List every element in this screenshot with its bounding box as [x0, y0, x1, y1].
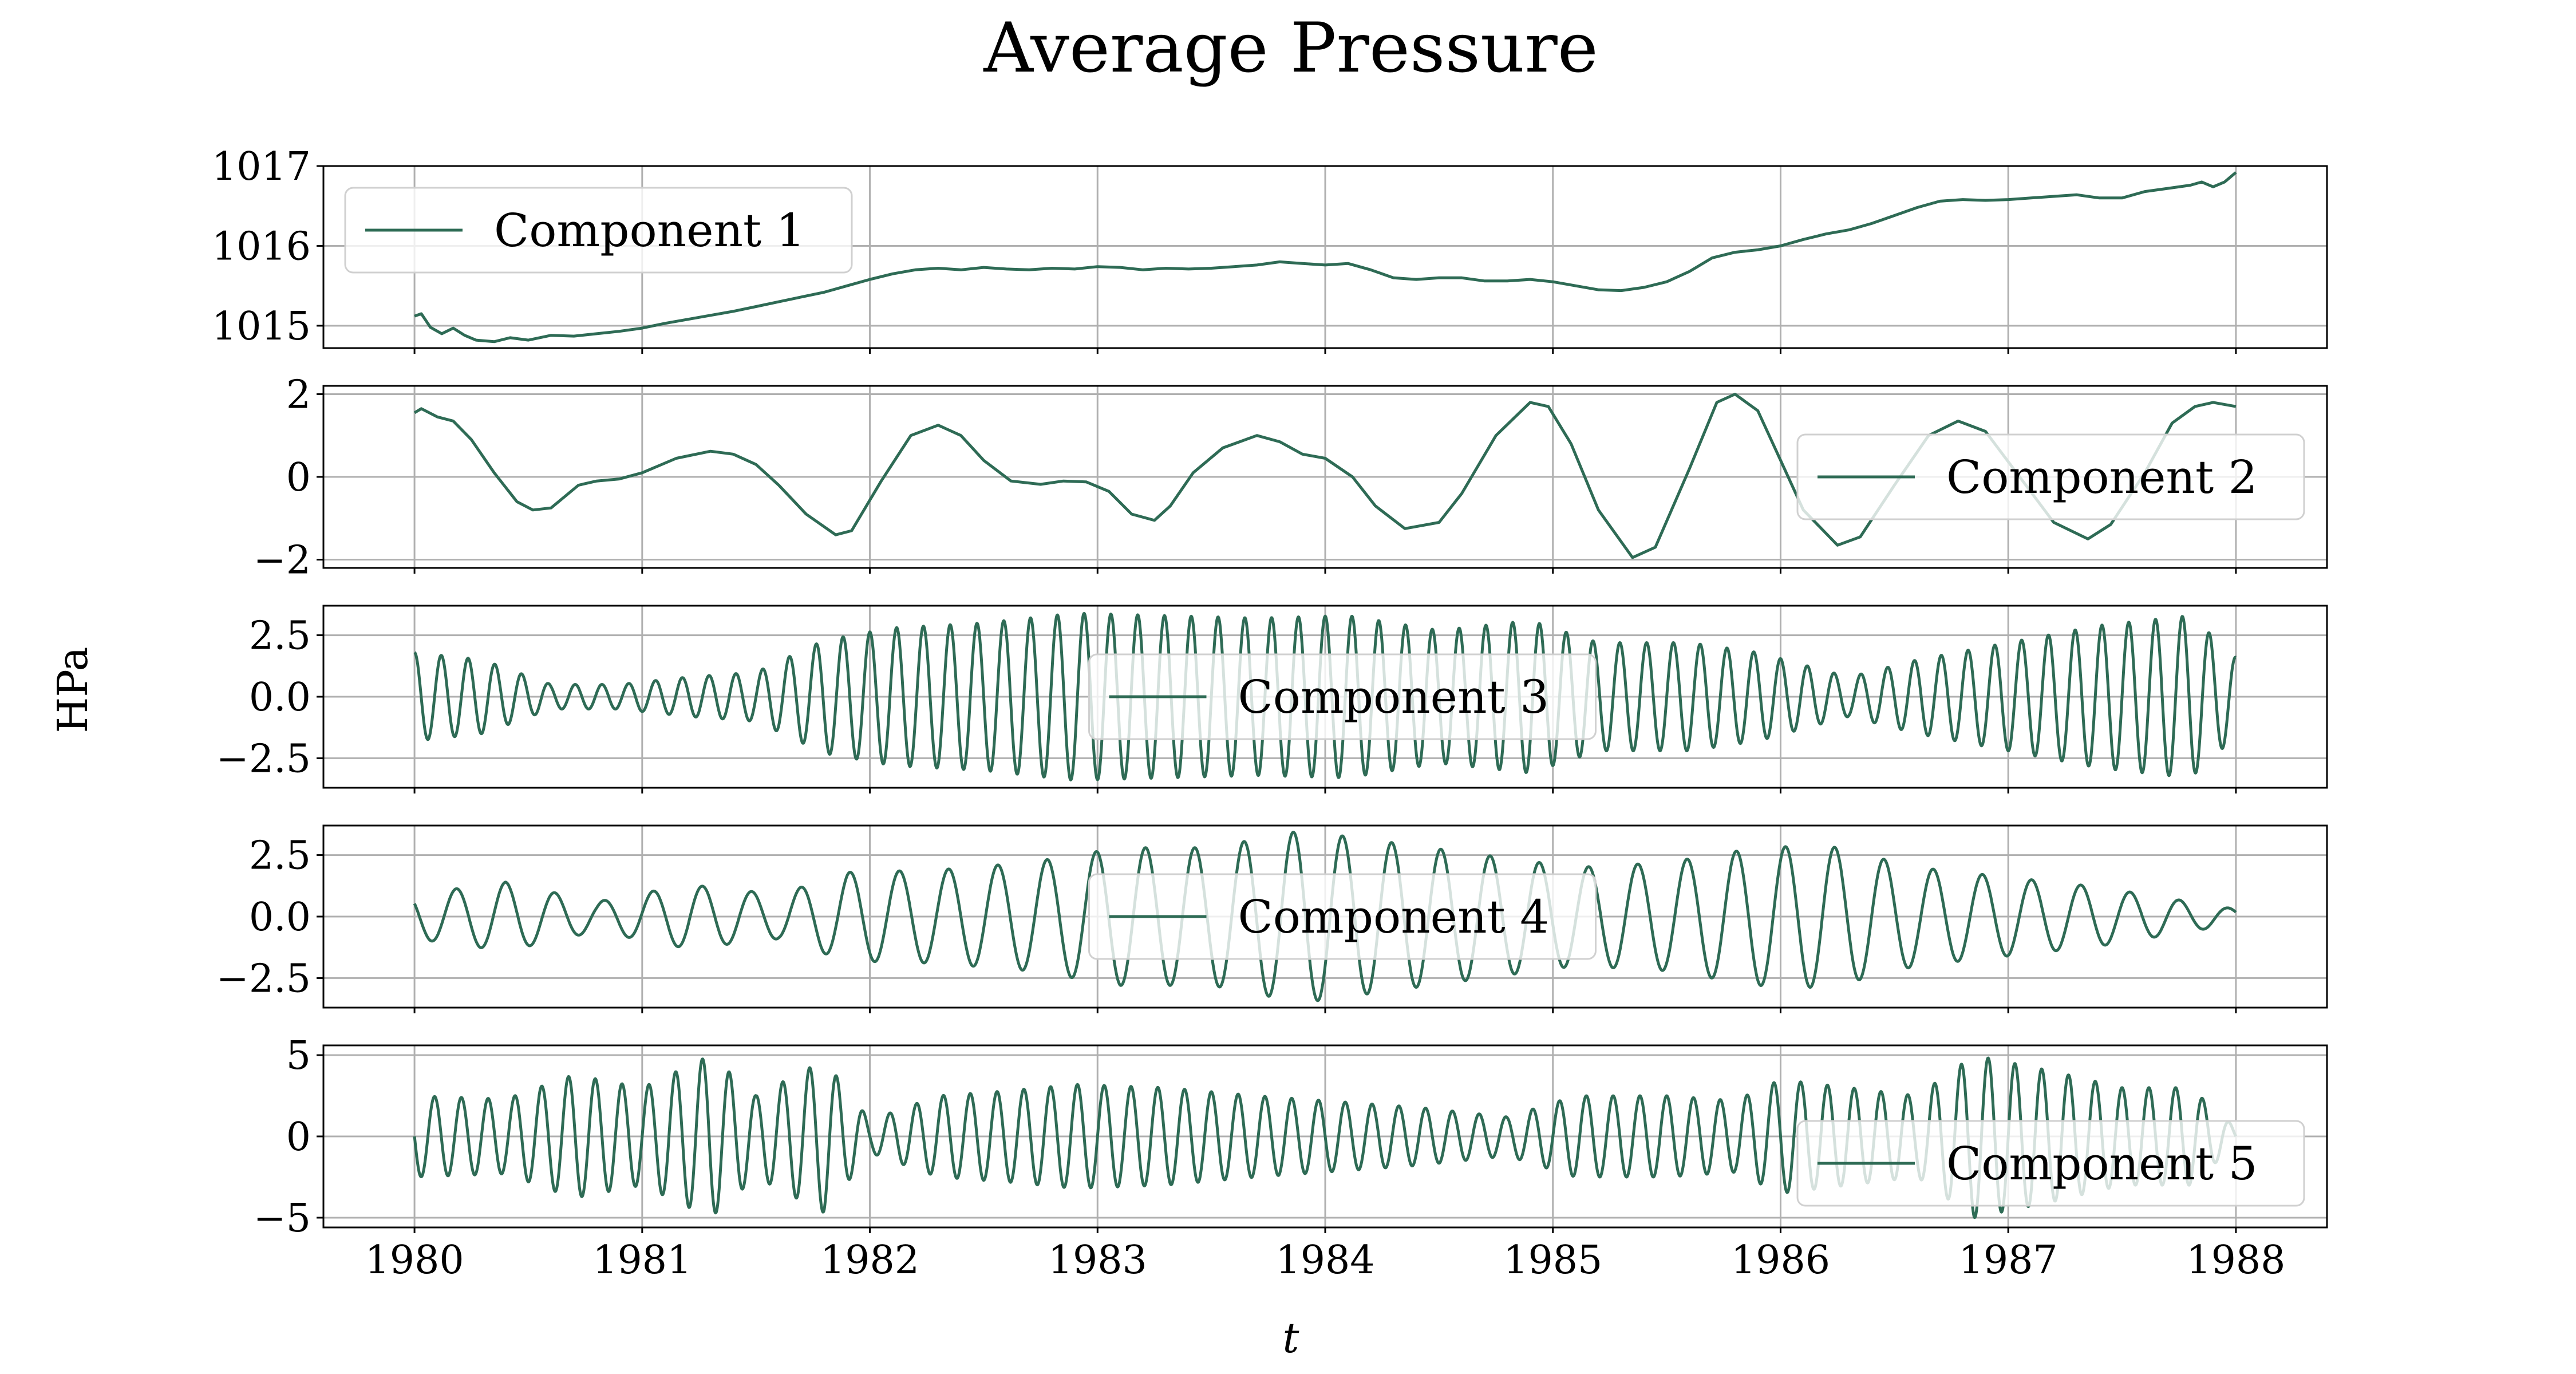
panel-frame: [322, 165, 2328, 349]
series-line: [413, 612, 2237, 781]
series-line: [414, 171, 2237, 344]
legend: Component 5: [1796, 1120, 2305, 1207]
panel-1: 1015 1016 1017 Component 1: [212, 144, 2328, 354]
legend-box: [1088, 873, 1597, 960]
legend-box: [344, 187, 853, 274]
x-tick-label: 1984: [1275, 1238, 1374, 1283]
panels: 1015 1016 1017 Component 1 2 0 −2 Component 2 2.…: [212, 144, 2328, 1283]
y-tick-label: −5: [254, 1196, 311, 1241]
panel-frame: [322, 824, 2328, 1009]
y-axis-label: HPa: [49, 647, 97, 733]
y-tick-label: 0: [286, 455, 311, 500]
panel-3: 2.5 0.0 −2.5 Component 3: [216, 605, 2328, 793]
y-tick-label: 0: [286, 1115, 311, 1160]
x-tick-label: 1987: [1959, 1238, 2058, 1283]
x-tick-label: 1982: [820, 1238, 919, 1283]
y-tick-label: 0.0: [249, 895, 311, 940]
y-tick-label: 1017: [212, 144, 311, 189]
legend-label: Component 2: [1946, 451, 2257, 504]
x-tick-label: 1988: [2186, 1238, 2285, 1283]
legend-label: Component 5: [1946, 1137, 2257, 1190]
panel-2: 2 0 −2 Component 2: [254, 372, 2328, 583]
legend-label: Component 4: [1238, 890, 1549, 943]
panel-frame: [322, 605, 2328, 789]
legend: Component 3: [1088, 653, 1597, 740]
legend: Component 4: [1088, 873, 1597, 960]
y-tick-label: −2.5: [216, 956, 311, 1001]
x-tick-label: 1981: [592, 1238, 692, 1283]
y-tick-label: 2.5: [249, 614, 311, 659]
legend-box: [1088, 653, 1597, 740]
x-axis-label: t: [1283, 1314, 1300, 1362]
panel-frame: [322, 385, 2328, 569]
legend-label: Component 3: [1238, 670, 1549, 724]
y-tick-label: 5: [286, 1033, 311, 1079]
series-line: [413, 831, 2237, 1002]
legend: Component 1: [344, 187, 853, 274]
y-tick-label: 0.0: [249, 675, 311, 720]
x-tick-label: 1986: [1731, 1238, 1830, 1283]
legend-box: [1796, 433, 2305, 520]
y-tick-label: 2.5: [249, 834, 311, 879]
y-tick-label: −2: [254, 538, 311, 583]
legend-box: [1796, 1120, 2305, 1207]
series-line: [413, 1056, 2238, 1219]
y-tick-label: 2: [286, 372, 311, 417]
x-tick-label: 1980: [365, 1238, 464, 1283]
x-tick-label: 1983: [1048, 1238, 1147, 1283]
x-tick-label: 1985: [1503, 1238, 1602, 1283]
panel-5: 1980 1981 1982 1983 1984 1985 1986 1987 1988 5 0 −5…: [254, 1033, 2328, 1283]
y-tick-label: 1016: [212, 224, 311, 269]
panel-frame: [322, 1044, 2328, 1229]
y-tick-label: 1015: [212, 304, 311, 349]
chart-title: Average Pressure: [983, 9, 1598, 88]
y-tick-label: −2.5: [216, 736, 311, 781]
legend-label: Component 1: [494, 204, 805, 257]
legend: Component 2: [1796, 433, 2305, 520]
panel-4: 2.5 0.0 −2.5 Component 4: [216, 824, 2328, 1013]
